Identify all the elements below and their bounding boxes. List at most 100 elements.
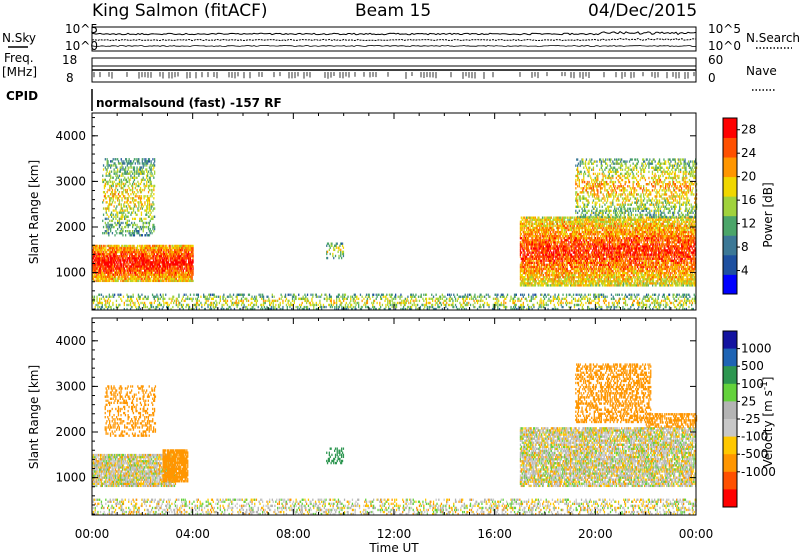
data-cell (533, 284, 535, 287)
data-cell (112, 250, 114, 254)
data-cell (152, 217, 154, 221)
data-cell (183, 273, 185, 276)
data-cell (148, 184, 151, 188)
data-cell (542, 267, 544, 271)
data-cell (122, 234, 124, 237)
data-cell (145, 255, 147, 258)
data-cell (170, 279, 172, 283)
data-cell (152, 253, 155, 256)
data-cell (562, 274, 564, 277)
data-cell (547, 267, 549, 271)
data-cell (158, 253, 160, 256)
data-cell (175, 263, 177, 266)
data-cell (158, 277, 160, 280)
data-cell (155, 277, 157, 280)
data-cell (188, 257, 190, 260)
data-cell (156, 248, 158, 252)
data-cell (181, 255, 183, 258)
data-cell (178, 248, 180, 252)
data-cell (132, 184, 134, 188)
data-cell (162, 273, 164, 276)
noise-tick-left-bottom: 10^0 (65, 39, 98, 53)
data-cell (180, 261, 182, 264)
data-cell (118, 182, 121, 186)
data-cell (523, 226, 525, 230)
data-cell (526, 253, 528, 256)
data-cell (548, 280, 550, 283)
data-cell (144, 277, 147, 280)
data-cell (132, 176, 134, 179)
data-cell (572, 220, 574, 223)
data-cell (540, 247, 542, 250)
data-cell (546, 245, 548, 248)
data-cell (566, 249, 568, 252)
data-cell (120, 279, 122, 283)
data-cell (102, 253, 104, 256)
data-cell (544, 267, 546, 271)
data-cell (153, 176, 155, 179)
data-cell (122, 166, 124, 169)
data-cell (528, 271, 530, 275)
data-cell (535, 235, 537, 238)
data-cell (532, 241, 534, 244)
data-cell (552, 274, 554, 277)
data-cell (151, 267, 154, 270)
data-cell (567, 216, 569, 219)
data-cell (118, 191, 121, 194)
data-cell (122, 221, 124, 225)
data-cell (151, 273, 153, 276)
data-cell (129, 269, 132, 272)
data-cell (138, 232, 140, 235)
data-cell (144, 263, 146, 266)
data-cell (136, 257, 139, 260)
data-cell (110, 191, 113, 194)
data-cell (519, 263, 522, 267)
data-cell (112, 213, 114, 216)
data-cell (561, 237, 563, 240)
data-cell (178, 255, 180, 258)
data-cell (546, 269, 548, 273)
data-cell (139, 259, 141, 262)
data-cell (548, 243, 551, 246)
data-cell (545, 226, 547, 230)
data-cell (151, 250, 153, 254)
data-cell (143, 172, 145, 175)
data-cell (111, 267, 113, 270)
data-cell (192, 248, 194, 252)
data-cell (133, 265, 135, 268)
data-cell (147, 261, 149, 264)
data-cell (541, 251, 543, 254)
data-cell (126, 261, 128, 264)
data-cell (547, 245, 549, 248)
data-cell (588, 222, 590, 226)
data-cell (541, 263, 544, 267)
data-cell (548, 230, 550, 234)
data-cell (136, 277, 138, 280)
data-cell (549, 216, 552, 219)
data-cell (110, 257, 112, 260)
data-cell (124, 225, 126, 229)
data-cell (330, 242, 332, 245)
data-cell (127, 225, 129, 229)
data-cell (137, 275, 140, 278)
data-cell (596, 263, 598, 267)
data-cell (521, 239, 523, 242)
data-cell (125, 182, 127, 186)
data-cell (155, 261, 157, 264)
data-cell (103, 269, 105, 272)
data-cell (119, 263, 121, 266)
data-cell (538, 235, 540, 238)
data-cell (161, 279, 163, 283)
data-cell (519, 251, 522, 254)
data-cell (139, 217, 142, 221)
data-cell (578, 245, 581, 248)
data-cell (134, 246, 136, 250)
data-cell (120, 261, 122, 264)
data-cell (135, 271, 137, 274)
data-cell (141, 246, 143, 250)
data-cell (528, 274, 530, 277)
data-cell (145, 269, 147, 272)
data-cell (104, 195, 106, 198)
freq-traces (92, 65, 696, 79)
data-cell (593, 228, 596, 232)
